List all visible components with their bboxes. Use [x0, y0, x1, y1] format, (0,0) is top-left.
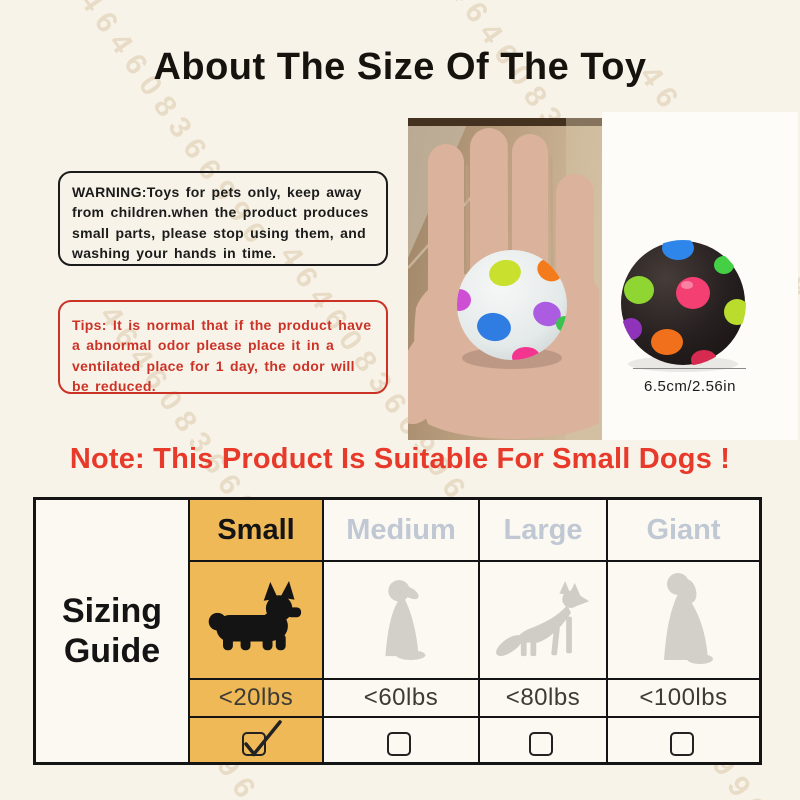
column-header-giant: Giant: [608, 500, 759, 560]
checkbox-cell-medium: [324, 718, 478, 762]
warning-box: WARNING:Toys for pets only, keep away fr…: [58, 171, 388, 266]
column-header-small: Small: [190, 500, 322, 560]
weight-giant: <100lbs: [639, 684, 728, 711]
sizing-guide-title: Sizing Guide: [61, 591, 163, 670]
weight-medium: <60lbs: [363, 684, 439, 711]
weight-cell-medium: <60lbs: [324, 680, 478, 716]
weight-cell-small: <20lbs: [190, 680, 322, 716]
checkbox-cell-small: [190, 718, 322, 762]
column-header-medium-label: Medium: [346, 513, 456, 546]
black-ball-illustration: [620, 240, 746, 372]
weight-cell-giant: <100lbs: [608, 680, 759, 716]
corgi-icon: [208, 580, 302, 651]
hand-ball-photo: [408, 118, 602, 440]
warning-text: WARNING:Toys for pets only, keep away fr…: [72, 184, 369, 261]
weight-small: <20lbs: [218, 684, 294, 711]
note-text: Note: This Product Is Suitable For Small…: [69, 443, 731, 475]
puppy-icon: [385, 580, 426, 660]
sizing-guide-table: Sizing Guide Small Medium Large Giant: [33, 497, 762, 765]
checkbox-giant: [669, 732, 694, 756]
labrador-icon: [663, 573, 713, 664]
sizing-guide-title-cell: Sizing Guide: [36, 500, 188, 762]
size-dimension-label: 6.5cm/2.56in: [644, 378, 736, 395]
dog-cell-small: [190, 562, 322, 678]
checkbox-medium: [387, 732, 411, 756]
checkmark-icon: [244, 720, 282, 757]
black-ball-photo: 6.5cm/2.56in: [602, 112, 798, 440]
checkbox-cell-large: [480, 718, 606, 762]
dog-cell-medium: [324, 562, 478, 678]
checkbox-cell-giant: [608, 718, 759, 762]
page-title: About The Size Of The Toy: [153, 46, 647, 88]
hand-ball-illustration: [408, 118, 602, 440]
weight-large: <80lbs: [505, 684, 581, 711]
tips-text: Tips: It is normal that if the product h…: [72, 317, 372, 394]
column-header-giant-label: Giant: [646, 513, 721, 546]
weight-cell-large: <80lbs: [480, 680, 606, 716]
column-header-small-label: Small: [217, 513, 295, 546]
tips-box: Tips: It is normal that if the product h…: [58, 300, 388, 394]
measure-line: [633, 368, 746, 369]
dog-cell-giant: [608, 562, 759, 678]
column-header-large-label: Large: [503, 513, 583, 546]
column-header-medium: Medium: [324, 500, 478, 560]
checkbox-large: [529, 732, 553, 756]
column-header-large: Large: [480, 500, 606, 560]
shepherd-icon: [496, 580, 590, 657]
dog-cell-large: [480, 562, 606, 678]
